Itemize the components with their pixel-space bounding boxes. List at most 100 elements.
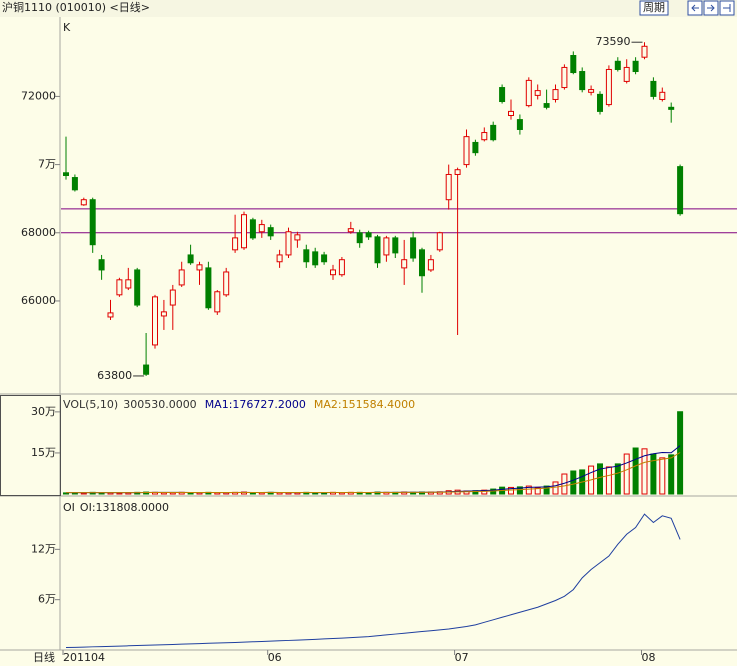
frames: [0, 17, 737, 651]
candle-body: [543, 103, 550, 108]
candle-body: [160, 311, 167, 317]
candle-body: [401, 259, 408, 269]
candle-body: [187, 254, 194, 264]
candle-body: [107, 312, 114, 318]
legend-value: 300530.0000: [123, 398, 196, 411]
candle-body: [232, 237, 239, 251]
legend-indicator: OI: [63, 501, 75, 514]
x-tick-label: 08: [642, 651, 656, 664]
candle-body: [525, 79, 532, 107]
oi-line: [65, 513, 681, 648]
candle-body: [356, 232, 363, 244]
selected-panel-box[interactable]: [0, 395, 61, 496]
period-button[interactable]: [639, 0, 669, 16]
candle-body: [454, 169, 461, 175]
volume-bar: [543, 485, 550, 495]
high-annotation: 73590: [596, 35, 631, 48]
candle-body: [427, 259, 434, 271]
volume-bar: [525, 485, 532, 495]
vol-legend: VOL(5,10) 300530.0000 MA1:176727.2000 MA2:1…: [63, 398, 415, 411]
candle-body: [294, 234, 301, 241]
candle-body: [223, 271, 230, 296]
candle-body: [169, 289, 176, 306]
candle-body: [561, 66, 568, 89]
candle-body: [605, 68, 612, 106]
nav-buttons: [687, 0, 735, 16]
candle-body: [516, 119, 523, 130]
y-tick-label: 15万: [31, 446, 56, 459]
candle-body: [267, 227, 274, 237]
panel-label: K: [63, 21, 71, 34]
legend-name: MA2: [314, 398, 338, 411]
candle-body: [534, 90, 541, 96]
candle-body: [152, 296, 158, 346]
candle-body: [419, 249, 425, 277]
header-title: 沪铜1110 (010010) <日线>: [2, 0, 150, 14]
header-bar: [0, 0, 737, 17]
candle-body: [392, 237, 399, 254]
candle-body: [641, 45, 648, 58]
volume-bar: [552, 481, 559, 495]
candle-body: [588, 89, 595, 93]
candle-body: [570, 55, 577, 74]
candle-body: [623, 66, 630, 82]
y-tick-label: 7万: [38, 158, 56, 171]
volume-bar: [623, 453, 630, 495]
y-tick-label: 72000: [21, 89, 56, 102]
legend-name: OI: [80, 501, 92, 514]
candle-body: [472, 141, 479, 154]
volume-bar: [516, 486, 523, 495]
candle-body: [508, 110, 514, 116]
candle-body: [125, 279, 132, 289]
nav-icons: [691, 4, 731, 12]
volume-bar: [534, 487, 541, 495]
candle-body: [445, 173, 452, 201]
y-tick-label: 30万: [31, 405, 56, 418]
x-axis-label: 日线: [33, 650, 55, 664]
candle-body: [80, 199, 87, 206]
candle-body: [134, 269, 141, 306]
volume-bar: [668, 454, 675, 495]
candle-body: [303, 249, 310, 263]
candle-body: [312, 251, 319, 266]
volume-bar: [508, 486, 514, 495]
candle-body: [116, 279, 123, 296]
y-tick-label: 68000: [21, 226, 56, 239]
legend-value: 176727.2000: [232, 398, 305, 411]
candle-body: [178, 269, 185, 286]
candle-body: [249, 219, 256, 239]
candle-body: [659, 91, 666, 100]
volume-bar: [659, 457, 666, 495]
volume-bar: [614, 463, 621, 495]
candle-body: [632, 60, 639, 73]
candle-body: [383, 237, 390, 256]
x-tick-label: 07: [455, 651, 469, 664]
candle-body: [650, 80, 657, 97]
candle-body: [196, 264, 203, 271]
candle-body: [241, 214, 247, 249]
candle-body: [677, 166, 684, 215]
volume-bar: [632, 447, 639, 495]
legend-value: 151584.4000: [342, 398, 415, 411]
candle-body: [463, 136, 470, 166]
oi-legend: OI OI:131808.0000: [63, 501, 169, 514]
candle-body: [63, 172, 69, 176]
volume-bar: [605, 466, 612, 495]
candle-body: [436, 232, 443, 251]
legend-name: MA1: [205, 398, 229, 411]
volume-bar: [597, 463, 603, 495]
legend-value: 131808.0000: [96, 501, 169, 514]
candle-body: [668, 106, 675, 110]
candle-body: [374, 236, 381, 264]
candle-body: [552, 89, 559, 100]
candle-body: [205, 267, 212, 309]
candle-body: [597, 93, 603, 112]
period-button-label[interactable]: 周期: [643, 1, 665, 14]
legend-name: VOL(5,10): [63, 398, 118, 411]
candle-body: [579, 71, 586, 91]
candle-body: [614, 60, 621, 70]
candle-body: [490, 124, 497, 141]
y-tick-label: 66000: [21, 294, 56, 307]
candle-body: [321, 254, 328, 263]
